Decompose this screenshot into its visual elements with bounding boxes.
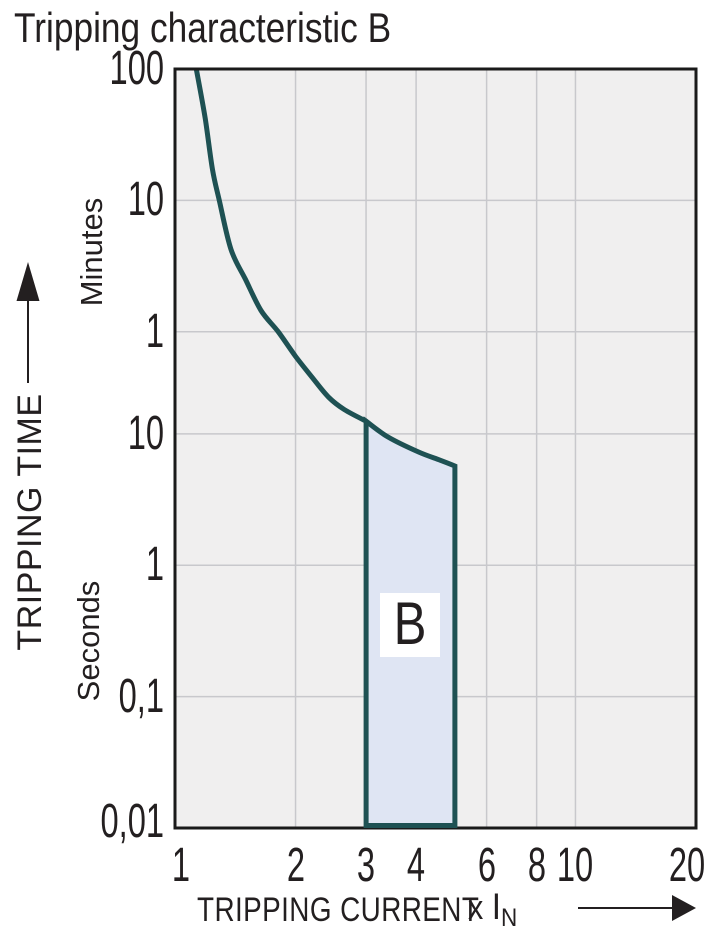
page-title: Tripping characteristic B xyxy=(14,4,392,51)
multiplier-subscript: N xyxy=(501,904,518,932)
x-tick-label: 20 xyxy=(668,839,706,892)
x-tick-label: 6 xyxy=(477,839,496,892)
x-tick-label: 2 xyxy=(286,839,305,892)
multiplier-symbol: I xyxy=(491,886,502,927)
x-tick-label: 3 xyxy=(356,839,376,892)
y-tick-label: 1 xyxy=(145,304,164,358)
x-axis-title: TRIPPING CURRENT xyxy=(197,891,480,929)
y-tick-label: 10 xyxy=(127,406,164,460)
y-tick-label: 10 xyxy=(127,173,164,227)
axis-arrows xyxy=(16,262,696,921)
x-tick-label: 1 xyxy=(171,839,191,892)
y-tick-label: 0,1 xyxy=(118,669,164,723)
band-label: B xyxy=(394,590,427,657)
band-label-box: B xyxy=(380,590,441,657)
y-tick-label: 0,01 xyxy=(100,795,164,848)
right-arrow-icon xyxy=(672,895,696,921)
y-axis-title: TRIPPING TIME xyxy=(11,393,49,651)
x-tick-label: 8 xyxy=(527,839,546,892)
y-tick-label: 100 xyxy=(109,42,164,95)
x-tick-label: 10 xyxy=(557,839,594,892)
x-tick-label: 4 xyxy=(407,839,426,892)
y-tick-label: 1 xyxy=(145,538,164,592)
up-arrow-icon xyxy=(16,262,40,301)
x-axis-multiplier: x IN xyxy=(468,886,517,931)
multiplier-x: x xyxy=(468,889,484,927)
tripping-curve xyxy=(193,67,369,424)
